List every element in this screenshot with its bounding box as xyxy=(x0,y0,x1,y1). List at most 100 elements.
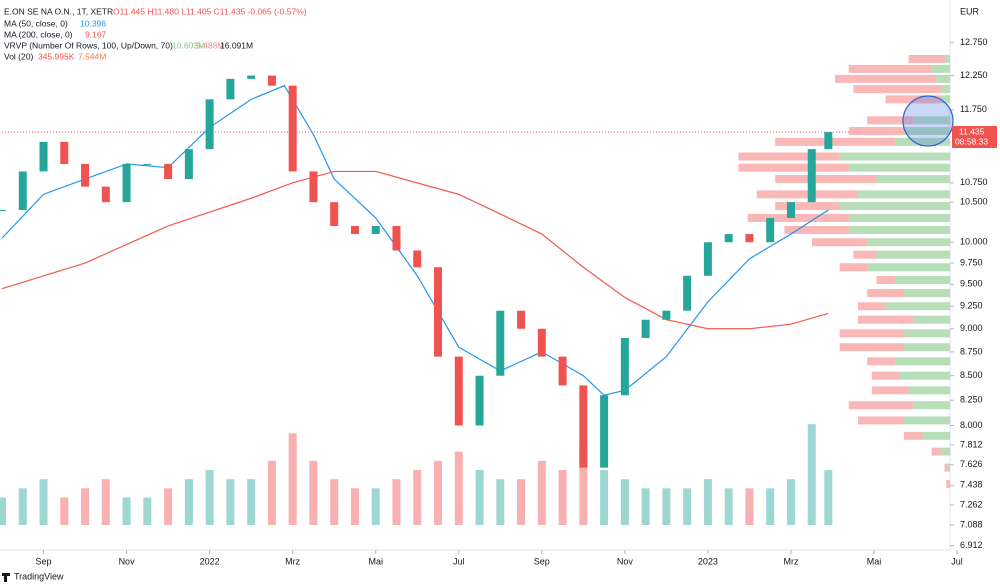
volume-bar xyxy=(620,479,629,525)
volume-bar xyxy=(226,479,235,525)
volume-bar xyxy=(537,460,546,525)
profile-down xyxy=(775,202,840,211)
profile-up xyxy=(913,116,950,125)
volume-bar xyxy=(703,479,712,525)
candle xyxy=(724,234,733,243)
candle xyxy=(766,217,775,243)
profile-up xyxy=(947,463,950,472)
candle xyxy=(807,149,816,203)
candle xyxy=(330,202,339,226)
y-tick-label: 6.912 xyxy=(960,540,983,550)
vol-ma: 7.544M xyxy=(78,51,106,61)
vrvp-total: 16.091M xyxy=(220,40,253,50)
candle xyxy=(0,210,6,212)
candle xyxy=(226,78,235,100)
y-tick-label: 9.250 xyxy=(960,301,983,311)
candle xyxy=(579,385,588,468)
y-tick-label: 7.626 xyxy=(960,459,983,469)
profile-up xyxy=(899,371,950,380)
profile-down xyxy=(858,302,886,311)
x-tick-label: Nov xyxy=(617,556,634,566)
volume-bar xyxy=(807,424,816,525)
volume-bar xyxy=(434,460,443,525)
profile-up xyxy=(936,74,950,83)
candle xyxy=(786,202,795,218)
volume-bar xyxy=(60,497,69,525)
y-tick-label: 8.750 xyxy=(960,346,983,356)
ohlc: O11.445 H11.480 L11.405 C11.435 -0.065 (… xyxy=(113,6,307,16)
profile-up xyxy=(848,213,950,222)
countdown: 08:58:33 xyxy=(955,136,988,146)
profile-down xyxy=(848,401,914,410)
profile-down xyxy=(738,163,849,172)
candle xyxy=(164,163,173,180)
profile-down xyxy=(853,85,941,94)
volume-bar xyxy=(558,470,567,525)
y-tick-label: 12.250 xyxy=(960,70,988,80)
volume-bar xyxy=(247,479,256,525)
profile-up xyxy=(913,315,950,324)
volume-bar xyxy=(205,470,214,525)
vrvp-down: 5.488M xyxy=(196,40,224,50)
volume-bar xyxy=(267,460,276,525)
profile-down xyxy=(839,343,904,352)
volume-bar xyxy=(392,479,401,525)
profile-down xyxy=(885,95,941,104)
profile-up xyxy=(908,386,950,395)
candle xyxy=(475,375,484,426)
ma-line xyxy=(1,84,829,396)
profile-up xyxy=(894,276,950,285)
profile-down xyxy=(738,152,840,161)
x-tick-label: Mai xyxy=(867,556,882,566)
x-tick-label: Nov xyxy=(119,556,136,566)
profile-up xyxy=(848,163,950,172)
y-tick-label: 9.500 xyxy=(960,279,983,289)
candle xyxy=(81,163,90,187)
candle xyxy=(184,149,193,180)
volume-bar xyxy=(641,488,650,525)
x-tick-label: Sep xyxy=(534,556,550,566)
profile-down xyxy=(775,175,877,184)
volume-bar xyxy=(766,488,775,525)
y-tick-label: 10.500 xyxy=(960,197,988,207)
vrvp-up: 10.603M xyxy=(172,40,205,50)
profile-up xyxy=(940,447,950,456)
ma200-value: 9.167 xyxy=(85,29,107,39)
profile-down xyxy=(944,463,948,472)
y-tick-label: 7.088 xyxy=(960,519,983,529)
candle xyxy=(350,225,359,235)
profile-up xyxy=(904,329,950,338)
profile-down xyxy=(775,137,895,146)
profile-up xyxy=(894,357,950,366)
profile-down xyxy=(835,74,937,83)
volume-bar xyxy=(371,488,380,525)
profile-down xyxy=(904,431,923,440)
profile-down xyxy=(867,116,914,125)
profile-up xyxy=(858,190,950,199)
profile-down xyxy=(839,263,868,272)
candle xyxy=(600,395,609,468)
profile-up xyxy=(848,226,950,235)
profile-up xyxy=(904,289,950,298)
y-tick-label: 8.250 xyxy=(960,395,983,405)
profile-down xyxy=(946,480,950,489)
volume-bar xyxy=(81,488,90,525)
candle xyxy=(18,171,27,211)
profile-down xyxy=(812,238,868,247)
candle xyxy=(641,319,650,338)
candle xyxy=(247,75,256,79)
volume-bar xyxy=(683,488,692,525)
profile-down xyxy=(747,213,849,222)
profile-down xyxy=(876,276,895,285)
candle xyxy=(683,275,692,311)
x-tick-label: Mrz xyxy=(783,556,798,566)
volume-bar xyxy=(745,488,754,525)
candle xyxy=(620,337,629,396)
ma200-label: MA (200, close, 0) xyxy=(4,29,73,39)
candle xyxy=(288,85,297,172)
y-tick-label: 8.000 xyxy=(960,420,983,430)
profile-down xyxy=(756,190,858,199)
volume-bar xyxy=(517,479,526,525)
y-tick-label: 10.000 xyxy=(960,237,988,247)
volume-bar xyxy=(39,479,48,525)
